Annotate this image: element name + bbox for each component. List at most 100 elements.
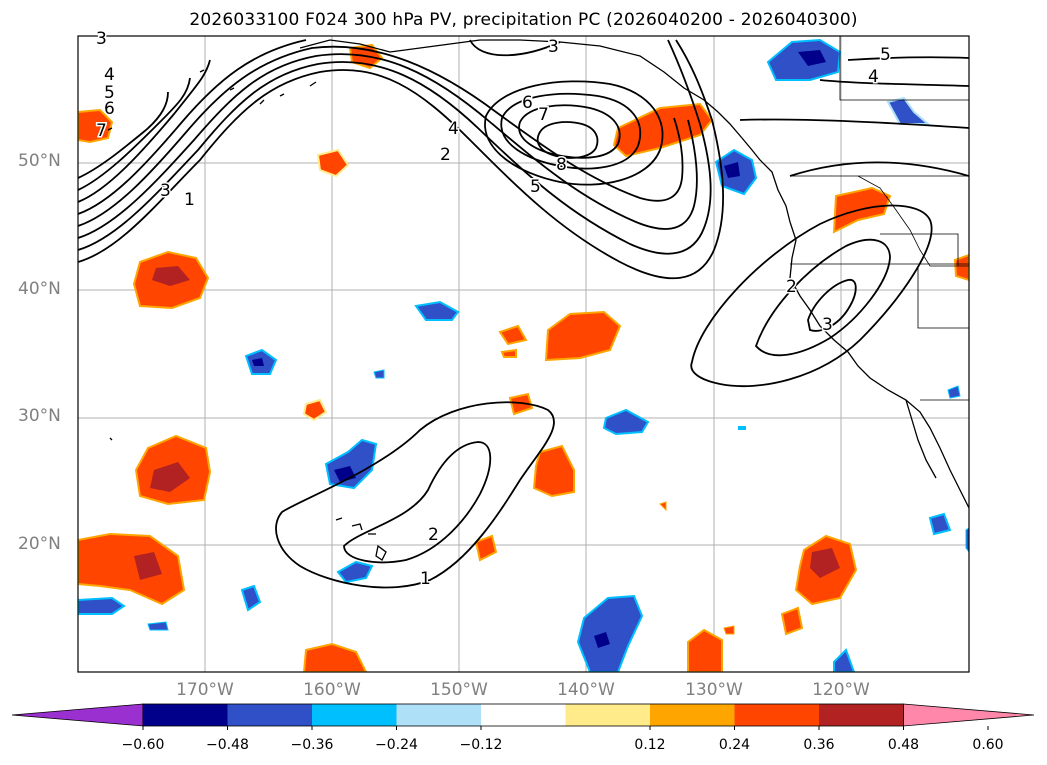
map-frame bbox=[77, 35, 970, 673]
colorbar-tick-label: −0.36 bbox=[290, 737, 334, 753]
patch-small-50n bbox=[316, 148, 350, 178]
colorbar-segment-5 bbox=[481, 704, 566, 726]
colorbar-extend-max bbox=[903, 703, 1035, 727]
patch-ne-small bbox=[886, 96, 931, 125]
contour-label-ridge-0: 3 bbox=[96, 29, 107, 49]
contour-label-pacific_high-1: 6 bbox=[522, 93, 533, 113]
patch-mid-blue-37n bbox=[414, 300, 460, 321]
colorbar-tick-label: 0.48 bbox=[887, 737, 920, 753]
colorbar-segment-4 bbox=[396, 704, 482, 726]
contour-label-ridge-4: 7 bbox=[96, 121, 107, 141]
contour-label-ridge-1: 4 bbox=[104, 65, 115, 85]
patch-tiny-bottom bbox=[723, 625, 735, 635]
lat-label-40n: 40°N bbox=[18, 279, 61, 299]
colorbar bbox=[11, 703, 1035, 730]
contour-label-ridge-5: 3 bbox=[160, 181, 171, 201]
contour-label-hawaii-0: 1 bbox=[420, 569, 431, 589]
contour-label-california_low-1: 3 bbox=[822, 315, 833, 335]
patch-west-40n-core bbox=[152, 266, 190, 286]
colorbar-tick-label: −0.12 bbox=[459, 737, 503, 753]
hawaii-islands bbox=[335, 517, 387, 561]
patch-blue-35n-core bbox=[252, 358, 264, 366]
lon-label-150w: 150°W bbox=[430, 680, 488, 700]
colorbar-segment-6 bbox=[565, 704, 651, 726]
contour-label-ne-1: 4 bbox=[868, 67, 879, 87]
contour-label-ridge-3: 6 bbox=[104, 99, 115, 119]
contour-label-pacific_high-2: 7 bbox=[538, 105, 549, 125]
colorbar-tick-label: −0.48 bbox=[206, 737, 249, 753]
precip-negative-patches bbox=[78, 38, 969, 672]
patch-small-19n bbox=[474, 534, 498, 562]
patch-west-20n-core bbox=[134, 552, 162, 580]
patch-tiny-34n bbox=[500, 348, 517, 358]
lon-label-130w: 130°W bbox=[685, 680, 743, 700]
colorbar-segment-2 bbox=[227, 704, 313, 726]
patch-small-36n bbox=[498, 324, 528, 346]
patch-coast-blue-core bbox=[724, 162, 740, 178]
contour-label-ridge-6: 4 bbox=[448, 119, 459, 139]
contour-label-ridge-8: 1 bbox=[184, 190, 195, 210]
patch-blue-bottom-120w bbox=[833, 648, 856, 672]
patch-tiny-blue-33n bbox=[373, 369, 385, 379]
bc-coast bbox=[741, 137, 791, 223]
contour-label-california_low-0: 2 bbox=[786, 277, 797, 297]
patch-mid-40n bbox=[544, 310, 622, 362]
patch-tiny-blue-coast bbox=[947, 385, 961, 399]
colorbar-segment-7 bbox=[650, 704, 735, 726]
patch-pnw bbox=[832, 186, 892, 234]
contour-label-ridge-7: 2 bbox=[440, 145, 451, 165]
patch-blue-17n bbox=[336, 560, 374, 584]
lon-label-160w: 160°W bbox=[303, 680, 361, 700]
patch-west-20n bbox=[78, 532, 186, 606]
patch-blue-10n bbox=[576, 594, 644, 672]
colorbar-tick-label: −0.24 bbox=[375, 737, 418, 753]
contour-label-pacific_high-0: 3 bbox=[548, 37, 559, 57]
colorbar-tick-label: −0.60 bbox=[121, 737, 165, 753]
patch-tiny-blue-30n bbox=[738, 426, 746, 430]
us-west-coast bbox=[789, 221, 969, 509]
contour-label-ne-0: 5 bbox=[880, 45, 891, 65]
patch-blue-east-edge bbox=[965, 527, 969, 553]
patch-tiny-blue-12n bbox=[147, 621, 169, 631]
patch-west-blue-14n bbox=[78, 596, 126, 615]
patch-blue-10n-core bbox=[594, 632, 610, 648]
colorbar-tick-label: 0.24 bbox=[718, 737, 751, 753]
lat-label-30n: 30°N bbox=[18, 406, 61, 426]
lon-label-140w: 140°W bbox=[557, 680, 615, 700]
patch-small-32n bbox=[508, 392, 534, 416]
colorbar-segment-1 bbox=[143, 704, 228, 726]
colorbar-segment-3 bbox=[312, 704, 397, 726]
lat-label-50n: 50°N bbox=[18, 151, 61, 171]
patch-blue-26n bbox=[324, 438, 378, 490]
colorbar-tick-label: 0.60 bbox=[972, 737, 1004, 753]
patch-bottom-135w bbox=[687, 628, 723, 672]
colorbar-extend-min bbox=[11, 703, 144, 727]
contour-label-pacific_high-4: 5 bbox=[530, 177, 541, 197]
contour-label-pacific_high-3: 8 bbox=[556, 155, 567, 175]
colorbar-tick-label: 0.12 bbox=[634, 737, 666, 753]
patch-tiny-14n bbox=[659, 501, 667, 512]
patch-blue-15n bbox=[240, 584, 262, 612]
patch-east-19n-core bbox=[810, 548, 840, 578]
colorbar-segment-8 bbox=[734, 704, 820, 726]
patch-small-31n bbox=[302, 398, 328, 422]
lon-label-120w: 120°W bbox=[812, 680, 870, 700]
colorbar-segment-9 bbox=[819, 704, 904, 726]
patch-small-east-12n bbox=[780, 606, 804, 636]
colorbar-tick-label: 0.36 bbox=[803, 737, 835, 753]
patch-blue-31n bbox=[602, 408, 650, 436]
colorbar-outline bbox=[142, 703, 904, 727]
lat-label-20n: 20°N bbox=[18, 534, 61, 554]
patch-bottom-160w bbox=[302, 642, 368, 672]
map-title: 2026033100 F024 300 hPa PV, precipitatio… bbox=[189, 10, 858, 30]
aleutian-dots bbox=[107, 127, 113, 441]
contour-label-ridge-2: 5 bbox=[104, 83, 115, 103]
baja bbox=[905, 399, 937, 479]
precip-positive-patches bbox=[78, 43, 969, 672]
patch-west-27n-core bbox=[150, 462, 190, 492]
contour-label-hawaii-1: 2 bbox=[428, 525, 439, 545]
patch-west-50n bbox=[78, 108, 114, 144]
alaska-islands bbox=[199, 69, 317, 105]
patch-east-edge bbox=[953, 253, 969, 282]
